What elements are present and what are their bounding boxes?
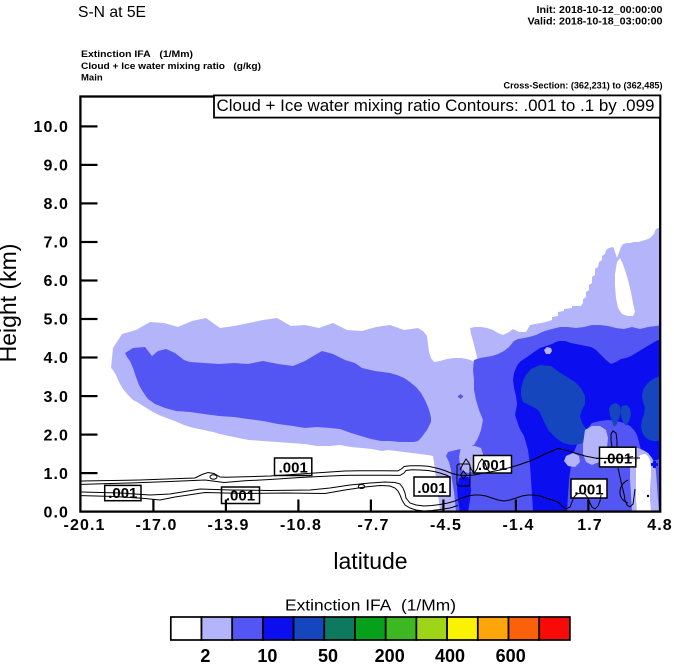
- svg-text:10.0: 10.0: [33, 119, 69, 136]
- svg-text:3.0: 3.0: [43, 389, 69, 406]
- svg-text:.001: .001: [478, 457, 507, 474]
- svg-text:-13.9: -13.9: [208, 517, 250, 534]
- svg-text:latitude: latitude: [333, 548, 407, 574]
- svg-text:Height (km): Height (km): [0, 244, 21, 363]
- svg-text:7.0: 7.0: [43, 235, 69, 252]
- svg-text:.001: .001: [279, 460, 308, 477]
- svg-text:-7.7: -7.7: [358, 517, 390, 534]
- svg-text:.001: .001: [603, 451, 632, 468]
- svg-text:2: 2: [200, 646, 210, 666]
- svg-text:Main: Main: [81, 73, 103, 84]
- svg-text:4.8: 4.8: [647, 517, 673, 534]
- svg-text:600: 600: [496, 646, 526, 666]
- svg-text:Extinction IFA (1/Mm): Extinction IFA (1/Mm): [285, 598, 456, 615]
- svg-text:200: 200: [375, 646, 405, 666]
- svg-text:S-N at 5E: S-N at 5E: [78, 4, 146, 21]
- svg-text:9.0: 9.0: [43, 158, 69, 175]
- svg-text:50: 50: [318, 646, 338, 666]
- svg-text:-20.1: -20.1: [64, 517, 106, 534]
- svg-text:1.0: 1.0: [43, 466, 69, 483]
- svg-text:2.0: 2.0: [43, 427, 69, 444]
- svg-text:-1.4: -1.4: [503, 517, 535, 534]
- svg-text:0.0: 0.0: [43, 504, 69, 521]
- svg-text:6.0: 6.0: [43, 273, 69, 290]
- svg-text:.001: .001: [574, 482, 603, 499]
- svg-text:400: 400: [435, 646, 465, 666]
- svg-text:-4.5: -4.5: [430, 517, 462, 534]
- svg-text:-10.8: -10.8: [280, 517, 322, 534]
- svg-text:1.7: 1.7: [577, 517, 603, 534]
- svg-text:-17.0: -17.0: [136, 517, 178, 534]
- svg-text:Cloud + Ice water mixing ratio: Cloud + Ice water mixing ratio Contours:…: [217, 97, 655, 115]
- svg-text:8.0: 8.0: [43, 196, 69, 213]
- svg-text:4.0: 4.0: [43, 350, 69, 367]
- svg-text:Valid: 2018-10-18_03:00:00: Valid: 2018-10-18_03:00:00: [528, 17, 663, 28]
- svg-text:.001: .001: [226, 488, 255, 505]
- svg-text:Cloud + Ice water mixing ratio: Cloud + Ice water mixing ratio (g/kg): [81, 61, 261, 72]
- svg-text:5.0: 5.0: [43, 312, 69, 329]
- svg-text:.001: .001: [108, 485, 137, 502]
- svg-text:Extinction IFA (1/Mm): Extinction IFA (1/Mm): [81, 49, 193, 60]
- svg-text:10: 10: [257, 646, 277, 666]
- svg-text:Cross-Section: (362,231) to (3: Cross-Section: (362,231) to (362,485): [504, 81, 663, 92]
- svg-text:.001: .001: [417, 480, 446, 497]
- svg-text:Init: 2018-10-12_00:00:00: Init: 2018-10-12_00:00:00: [537, 5, 663, 16]
